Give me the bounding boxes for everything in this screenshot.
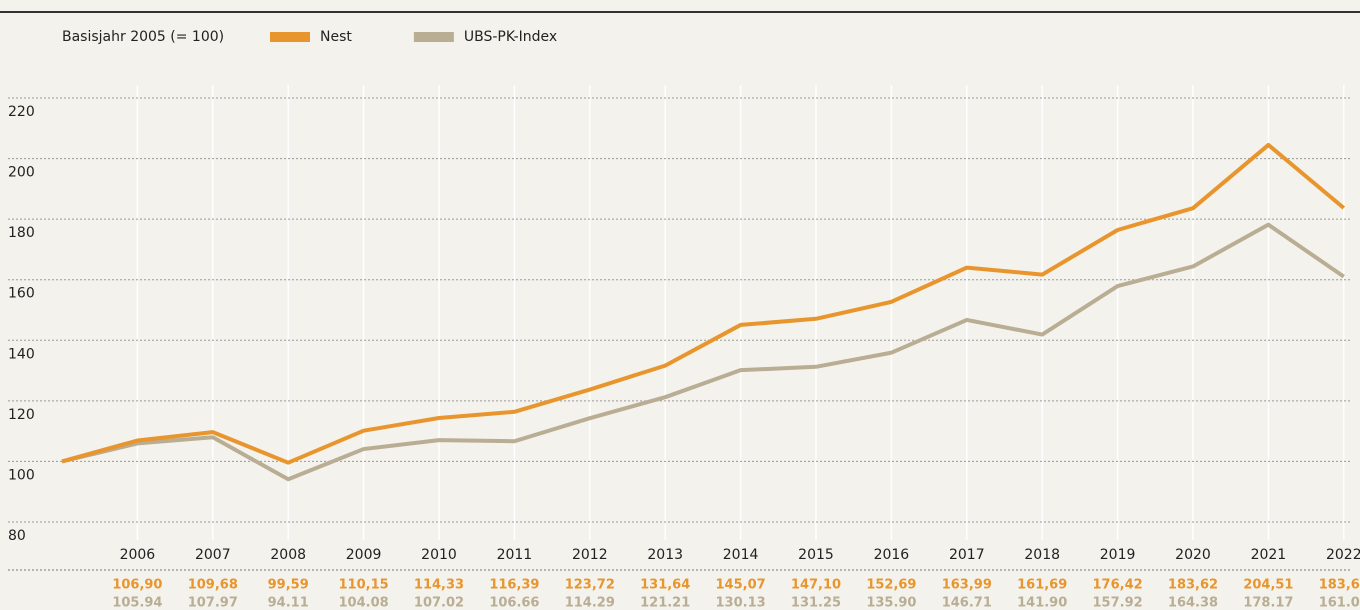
value-label: 123,72 [565,578,615,593]
chart-subtitle: Basisjahr 2005 (= 100) [62,29,224,45]
value-label: 131.25 [791,596,841,610]
x-tick-label: 2013 [647,547,683,563]
value-label: 130.13 [716,596,766,610]
x-tick-label: 2014 [723,547,759,563]
x-tick-label: 2021 [1251,547,1287,563]
value-label: 116,39 [489,578,539,593]
x-tick-label: 2007 [195,547,231,563]
x-tick-label: 2015 [798,547,834,563]
y-tick-label: 180 [8,225,35,241]
x-tick-label: 2009 [346,547,382,563]
value-label: 164.38 [1168,596,1218,610]
x-tick-label: 2020 [1175,547,1211,563]
value-label: 141.90 [1017,596,1067,610]
legend-swatch [413,32,454,42]
series-line [61,142,1346,465]
y-tick-label: 80 [8,528,26,544]
value-label: 107.02 [414,596,464,610]
series-line [61,222,1345,482]
y-tick-label: 140 [8,346,35,362]
value-label: 114,33 [414,578,464,593]
value-label: 107.97 [188,596,238,610]
y-tick-label: 160 [8,286,35,302]
x-tick-label: 2018 [1024,547,1060,563]
x-tick-label: 2019 [1100,547,1136,563]
x-tick-label: 2006 [120,547,156,563]
value-label: 178.17 [1243,596,1293,610]
value-label: 161,69 [1017,578,1067,593]
y-tick-label: 220 [8,104,35,120]
value-label: 106,90 [112,578,162,593]
legend-label: UBS-PK-Index [464,29,557,45]
x-tick-label: 2012 [572,547,608,563]
value-label: 204,51 [1243,578,1293,593]
x-tick-label: 2016 [874,547,910,563]
value-label: 105.94 [112,596,162,610]
value-label: 94.11 [268,596,309,610]
y-tick-label: 200 [8,165,35,181]
value-label: 176,42 [1093,578,1143,593]
value-label: 104.08 [339,596,389,610]
value-label: 109,68 [188,578,238,593]
x-tick-label: 2011 [497,547,533,563]
x-tick-label: 2010 [421,547,457,563]
value-label: 146.71 [942,596,992,610]
legend-label: Nest [320,29,352,45]
legend-swatch [270,32,310,42]
value-label: 157.92 [1093,596,1143,610]
value-label: 121.21 [640,596,690,610]
value-label: 99,59 [268,578,309,593]
value-label: 147,10 [791,578,841,593]
y-tick-label: 120 [8,407,35,423]
x-tick-label: 2008 [270,547,306,563]
value-label: 163,99 [942,578,992,593]
value-label: 135.90 [866,596,916,610]
value-label: 145,07 [716,578,766,593]
value-label: 131,64 [640,578,690,593]
value-label: 114.29 [565,596,615,610]
value-label: 183,67 [1319,578,1360,593]
value-label: 110,15 [339,578,389,593]
x-tick-label: 2017 [949,547,985,563]
value-label: 183,62 [1168,578,1218,593]
x-tick-label: 2022 [1326,547,1360,563]
value-label: 152,69 [866,578,916,593]
y-tick-label: 100 [8,467,35,483]
value-label: 161.01 [1319,596,1360,610]
value-label: 106.66 [489,596,539,610]
